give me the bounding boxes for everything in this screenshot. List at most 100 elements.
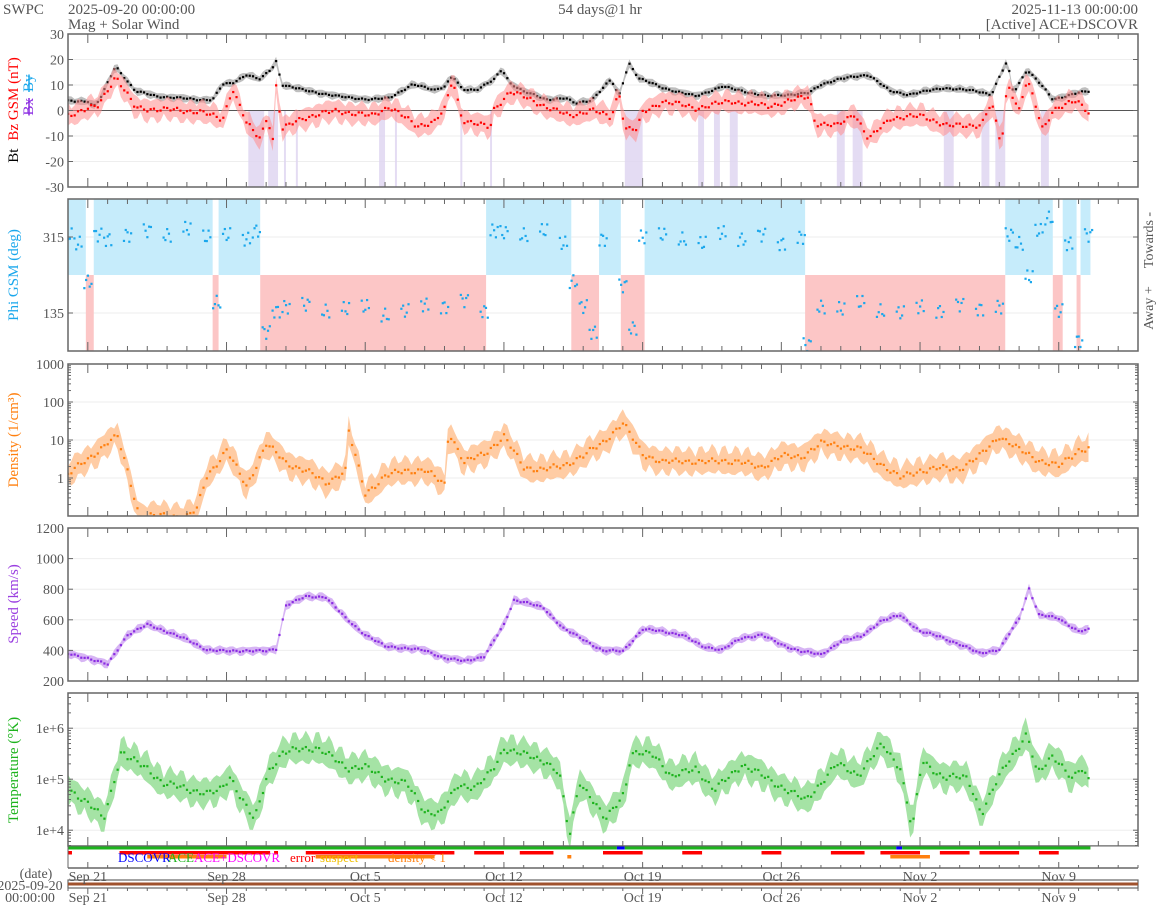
bt-data-point [658, 85, 661, 88]
temperature-data-point [162, 784, 165, 787]
bz-data-point [76, 110, 80, 113]
speed-data-point [133, 630, 136, 633]
mag-panel-frame [67, 33, 1139, 188]
speed-data-point [615, 649, 618, 652]
bt-data-point [456, 81, 459, 84]
phi-data-point [1073, 345, 1077, 349]
phi-data-point [489, 234, 492, 237]
temperature-data-point [724, 779, 727, 783]
bz-data-point [1064, 102, 1067, 106]
phi-data-point [631, 321, 634, 324]
phi-data-point [570, 279, 573, 282]
phi-data-point [73, 237, 76, 240]
bz-data-point [1087, 112, 1090, 115]
density-data-point [829, 443, 833, 446]
phi-data-point [1077, 335, 1080, 338]
speed-data-point [532, 604, 535, 607]
phi-data-point [719, 237, 722, 241]
speed-data-point [978, 651, 981, 654]
date-bar-date: 2025-09-20 [0, 879, 63, 894]
bt-data-point [298, 87, 301, 90]
phi-data-point [271, 309, 274, 312]
temperature-data-point [552, 768, 555, 771]
density-data-point [770, 459, 773, 462]
bz-data-point [96, 106, 99, 109]
phi-data-point [998, 304, 1001, 307]
bz-southward-shading [268, 110, 279, 187]
bt-data-point [129, 83, 132, 87]
bt-data-point [311, 90, 314, 93]
speed-data-point [440, 655, 443, 658]
density-data-point [493, 443, 496, 447]
bt-data-point [317, 92, 321, 95]
bz-data-point [261, 127, 265, 130]
speed-data-point [687, 637, 691, 640]
bz-data-point [212, 112, 215, 115]
temperature-data-point [753, 768, 757, 771]
density-data-point [119, 448, 123, 451]
bz-data-point [360, 111, 364, 114]
temperature-data-point [852, 770, 856, 773]
speed-data-point [932, 633, 935, 636]
bz-data-point [106, 90, 109, 93]
bz-data-point [760, 101, 763, 105]
bz-data-point [605, 113, 608, 116]
bt-label: Bt [6, 148, 22, 163]
density-data-point [407, 468, 410, 471]
temperature-data-point [410, 789, 413, 793]
density-data-point [862, 451, 866, 454]
density-data-point [886, 468, 889, 472]
phi-data-point [937, 307, 940, 310]
density-data-point [737, 459, 740, 462]
bz-data-point [440, 112, 443, 115]
bz-data-point [248, 123, 251, 126]
temperature-data-point [235, 790, 238, 793]
temperature-data-point [298, 750, 301, 753]
phi-data-point [955, 298, 958, 301]
active-spacecraft-bar [68, 846, 617, 850]
bz-data-point [387, 107, 390, 110]
bz-data-point [304, 119, 307, 122]
bz-data-point [925, 118, 928, 121]
density-data-point [192, 511, 195, 514]
temperature-data-point [816, 784, 819, 787]
temperature-data-point [836, 764, 839, 767]
bt-data-point [199, 98, 202, 102]
temperature-data-point [671, 773, 674, 777]
speed-data-point [212, 649, 215, 652]
density-data-point [644, 457, 648, 460]
temperature-data-point [998, 773, 1001, 776]
temperature-data-point [116, 768, 119, 771]
bz-data-point [139, 105, 142, 108]
temperature-data-point [440, 808, 443, 811]
speed-y-tick-label: 200 [43, 675, 64, 690]
bt-data-point [281, 84, 284, 87]
error-flag-bar [305, 851, 455, 855]
density-data-point [179, 518, 181, 520]
phi-data-point [572, 274, 575, 277]
bt-data-point [605, 82, 608, 85]
bz-data-point [70, 114, 73, 118]
density-data-point [654, 460, 658, 463]
bt-data-point [1047, 93, 1051, 96]
bz-data-point [133, 105, 136, 108]
density-data-point [734, 459, 737, 462]
phi-data-point [978, 303, 981, 306]
density-data-point [839, 447, 842, 450]
temperature-data-point [436, 810, 440, 813]
density-plot-area [68, 401, 1138, 520]
density-data-point [265, 444, 268, 447]
speed-data-point [420, 648, 423, 652]
temperature-data-point [1014, 749, 1018, 752]
temperature-data-point [615, 805, 618, 809]
speed-data-point [90, 658, 93, 661]
density-data-point [658, 460, 661, 464]
temperature-data-point [179, 785, 182, 788]
phi-data-point [459, 293, 462, 297]
bz-data-point [1061, 106, 1064, 110]
speed-data-point [625, 645, 628, 649]
density-data-point [767, 465, 770, 468]
temperature-data-point [744, 763, 747, 766]
speed-data-point [284, 604, 288, 607]
temperature-data-point [199, 793, 202, 796]
